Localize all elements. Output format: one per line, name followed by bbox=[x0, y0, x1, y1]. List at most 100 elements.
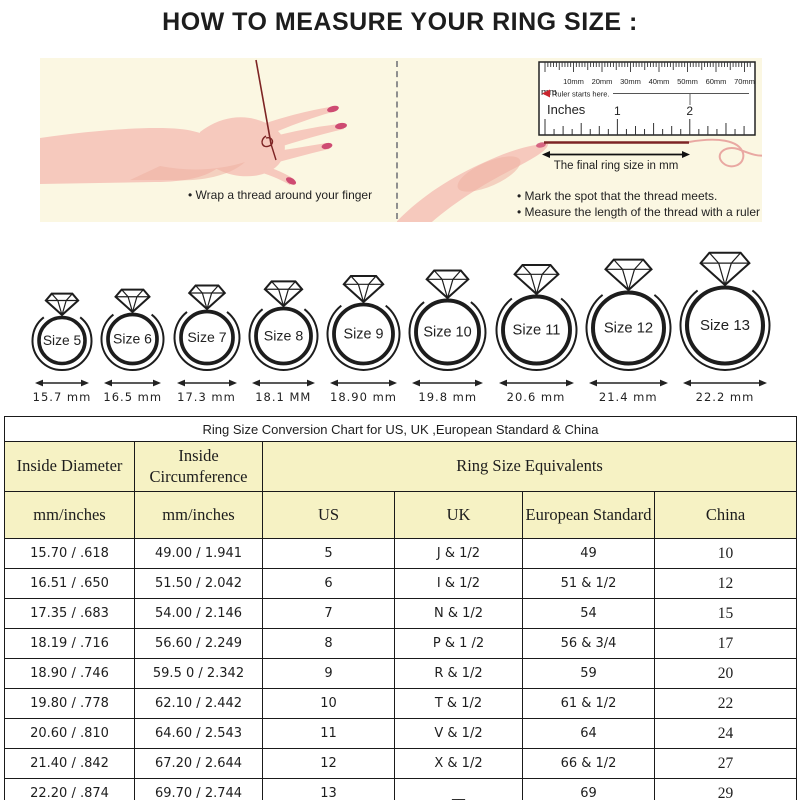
ring-size-item: Size 6 16.5 mm bbox=[99, 282, 166, 404]
ring-size-item: Size 11 20.6 mm bbox=[494, 257, 579, 404]
cell-inside-diameter: 17.35 / .683 bbox=[4, 598, 135, 629]
cell-uk-size: T & 1/2 bbox=[394, 688, 523, 719]
table-row: 18.90 / .746 59.5 0 / 2.342 9 R & 1/2 59 20 bbox=[4, 658, 798, 689]
ring-diameter-label: 16.5 mm bbox=[103, 390, 163, 404]
cell-us-size: 12 bbox=[262, 748, 395, 779]
ruler-mm-tick-label: 30mm bbox=[620, 77, 641, 86]
diameter-arrow bbox=[683, 379, 767, 387]
ring-size-label: Size 6 bbox=[113, 331, 152, 347]
ring-size-item: Size 9 18.90 mm bbox=[325, 268, 402, 404]
ring-diameter-label: 20.6 mm bbox=[506, 390, 566, 404]
ring-size-item: Size 12 21.4 mm bbox=[584, 252, 673, 404]
cell-china-size: 29 bbox=[653, 778, 798, 800]
wrap-thread-panel: • Wrap a thread around your finger bbox=[40, 58, 397, 222]
header-ring-size-equivalents: Ring Size Equivalents bbox=[261, 441, 798, 492]
header-unit-diameter: mm/inches bbox=[4, 491, 135, 539]
cell-inside-diameter: 18.19 / .716 bbox=[4, 628, 135, 659]
cell-us-size: 6 bbox=[262, 568, 395, 599]
table-row: 21.40 / .842 67.20 / 2.644 12 X & 1/2 66 & 1… bbox=[4, 748, 798, 779]
page-title: HOW TO MEASURE YOUR RING SIZE : bbox=[162, 8, 638, 36]
cell-uk-size: __ bbox=[394, 778, 523, 800]
cell-european-size: 69 bbox=[522, 778, 655, 800]
cell-uk-size: P & 1 /2 bbox=[394, 628, 523, 659]
ring-diameter-label: 22.2 mm bbox=[695, 390, 755, 404]
diameter-arrow bbox=[251, 379, 315, 387]
header-inside-circumference: Inside Circumference bbox=[134, 441, 263, 492]
header-inside-diameter: Inside Diameter bbox=[4, 441, 135, 492]
ruler-mm-tick-label: 10mm bbox=[563, 77, 584, 86]
ring-diameter-label: 18.90 mm bbox=[330, 390, 397, 404]
diamond-ring-icon: Size 5 bbox=[31, 292, 93, 371]
ring-size-label: Size 11 bbox=[512, 323, 560, 339]
cell-inside-diameter: 15.70 / .618 bbox=[4, 538, 135, 569]
cell-us-size: 5 bbox=[262, 538, 395, 569]
header-uk: UK bbox=[394, 491, 523, 539]
cell-us-size: 9 bbox=[262, 658, 395, 689]
panel-divider bbox=[396, 61, 398, 219]
ring-diameter-label: 17.3 mm bbox=[177, 390, 236, 404]
cell-european-size: 61 & 1/2 bbox=[522, 688, 655, 719]
ring-size-label: Size 9 bbox=[344, 327, 384, 343]
ruler-mm-tick-label: 40mm bbox=[649, 77, 670, 86]
cell-china-size: 12 bbox=[653, 568, 798, 599]
ruler-mm-tick-label: 20mm bbox=[592, 77, 613, 86]
cell-inside-diameter: 19.80 / .778 bbox=[4, 688, 135, 719]
instruction-bullet-measure-length: • Measure the length of the thread with … bbox=[517, 205, 761, 219]
cell-china-size: 24 bbox=[653, 718, 798, 749]
ring-diameter-label: 18.1 MM bbox=[255, 390, 312, 404]
ring-size-conversion-table: Ring Size Conversion Chart for US, UK ,E… bbox=[3, 416, 798, 800]
ring-size-label: Size 8 bbox=[264, 329, 304, 345]
cell-inside-circumference: 62.10 / 2.442 bbox=[134, 688, 263, 719]
ring-size-label: Size 5 bbox=[43, 333, 82, 348]
header-european-standard: European Standard bbox=[522, 491, 655, 539]
instruction-bullet-wrap-thread: • Wrap a thread around your finger bbox=[188, 188, 373, 202]
cell-inside-circumference: 56.60 / 2.249 bbox=[134, 628, 263, 659]
diameter-arrow bbox=[588, 379, 668, 387]
cell-china-size: 10 bbox=[653, 538, 798, 569]
table-row: 18.19 / .716 56.60 / 2.249 8 P & 1 /2 56 & 3… bbox=[4, 628, 798, 659]
ruler-starts-here-label: Ruler starts here. bbox=[552, 90, 610, 99]
table-title: Ring Size Conversion Chart for US, UK ,E… bbox=[3, 416, 798, 442]
header-us: US bbox=[262, 491, 395, 539]
final-ring-size-arrow bbox=[542, 151, 690, 158]
cell-china-size: 27 bbox=[653, 748, 798, 779]
cell-inside-circumference: 64.60 / 2.543 bbox=[134, 718, 263, 749]
ring-size-item: Size 5 15.7 mm bbox=[30, 286, 94, 404]
ruler-inch-number: 1 bbox=[614, 104, 621, 118]
ring-diameter-label: 19.8 mm bbox=[418, 390, 478, 404]
ruler-inch-number: 2 bbox=[686, 104, 693, 118]
ring-size-item: Size 10 19.8 mm bbox=[407, 263, 488, 404]
ring-size-item: Size 13 22.2 mm bbox=[678, 245, 772, 404]
ruler-graphic bbox=[538, 61, 756, 136]
cell-us-size: 8 bbox=[262, 628, 395, 659]
cell-inside-circumference: 69.70 / 2.744 bbox=[134, 778, 263, 800]
ring-diameter-label: 21.4 mm bbox=[598, 390, 658, 404]
cell-inside-circumference: 49.00 / 1.941 bbox=[134, 538, 263, 569]
ruler-start-arrow-icon bbox=[542, 89, 550, 98]
cell-china-size: 15 bbox=[653, 598, 798, 629]
cell-inside-circumference: 59.5 0 / 2.342 bbox=[134, 658, 263, 689]
cell-us-size: 7 bbox=[262, 598, 395, 629]
cell-uk-size: R & 1/2 bbox=[394, 658, 523, 689]
cell-european-size: 56 & 3/4 bbox=[522, 628, 655, 659]
table-row: 17.35 / .683 54.00 / 2.146 7 N & 1/2 54 15 bbox=[4, 598, 798, 629]
cell-uk-size: J & 1/2 bbox=[394, 538, 523, 569]
ruler-mm-tick-label: 70mm bbox=[734, 77, 755, 86]
ring-size-label: Size 13 bbox=[700, 317, 750, 334]
cell-inside-diameter: 16.51 / .650 bbox=[4, 568, 135, 599]
table-row: 22.20 / .874 69.70 / 2.744 13 __ 69 29 bbox=[4, 778, 798, 800]
table-row: 15.70 / .618 49.00 / 1.941 5 J & 1/2 49 10 bbox=[4, 538, 798, 569]
cell-uk-size: I & 1/2 bbox=[394, 568, 523, 599]
instruction-bullet-mark-spot: • Mark the spot that the thread meets. bbox=[517, 189, 718, 203]
diamond-ring-icon: Size 6 bbox=[100, 288, 165, 372]
diamond-ring-icon: Size 13 bbox=[679, 251, 771, 371]
cell-european-size: 54 bbox=[522, 598, 655, 629]
ring-size-diagram-row: Size 5 15.7 mm Size 6 16.5 mm Size 7 17.3 mm S… bbox=[30, 246, 772, 404]
diameter-arrow bbox=[498, 379, 574, 387]
cell-us-size: 11 bbox=[262, 718, 395, 749]
diameter-arrow bbox=[104, 379, 162, 387]
table-row: 20.60 / .810 64.60 / 2.543 11 V & 1/2 64 24 bbox=[4, 718, 798, 749]
ruler-inches-label: Inches bbox=[547, 102, 586, 117]
cell-european-size: 51 & 1/2 bbox=[522, 568, 655, 599]
